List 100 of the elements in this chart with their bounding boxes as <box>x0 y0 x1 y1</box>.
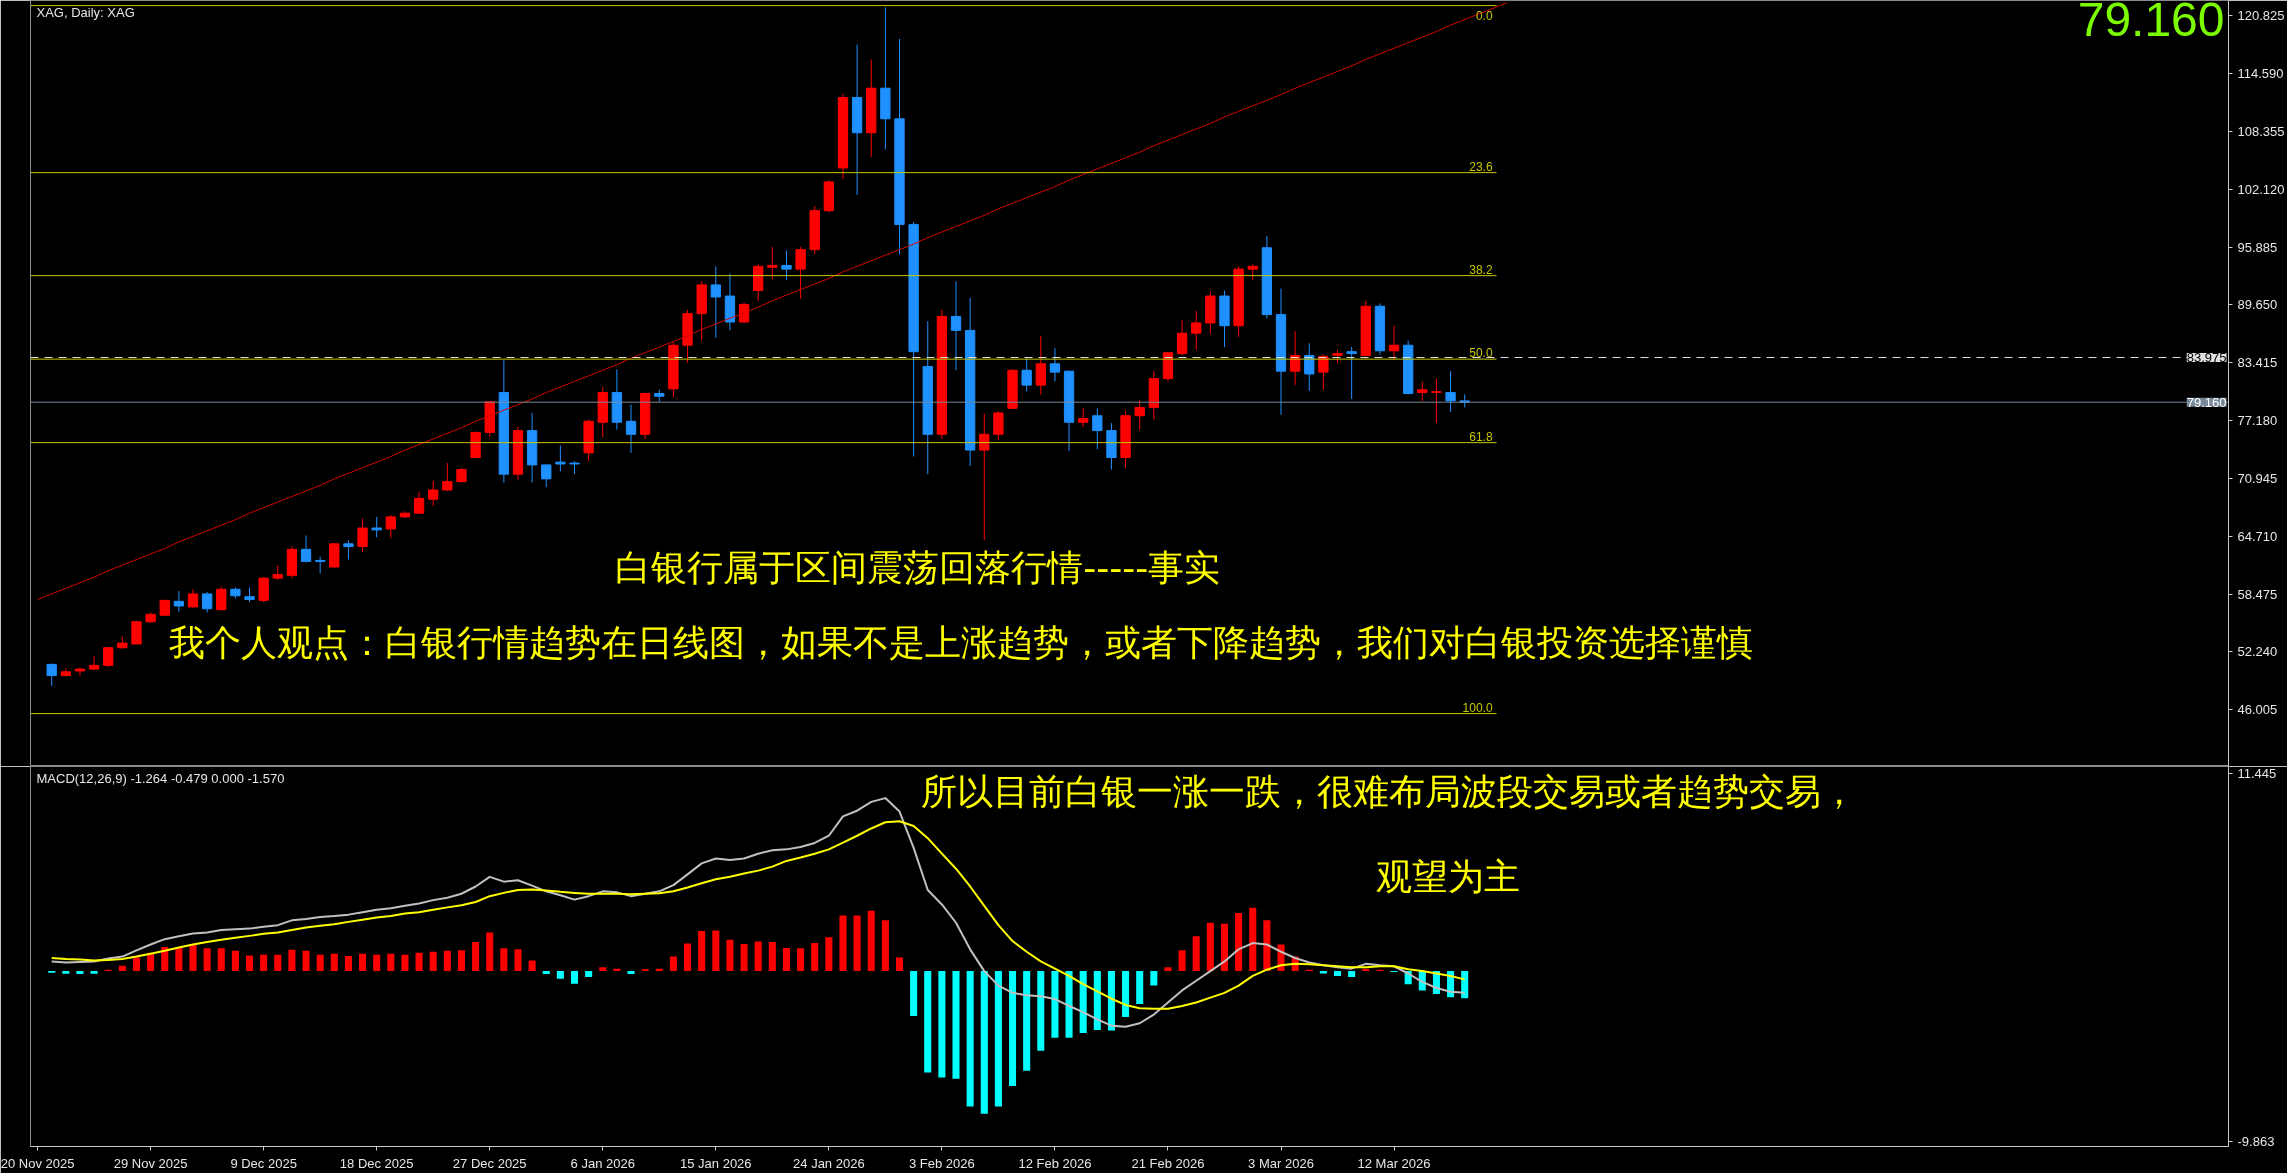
bar <box>1051 971 1059 1038</box>
bar <box>1319 971 1327 974</box>
bar <box>514 949 522 972</box>
bar <box>1122 971 1130 1018</box>
candlestick <box>767 246 778 280</box>
bar <box>175 946 183 972</box>
y-tick-label: 58.475 <box>2237 586 2278 602</box>
chart-title: XAG, Daily: XAG <box>36 4 135 20</box>
bar <box>245 955 254 972</box>
bar <box>457 950 465 972</box>
bar <box>330 953 338 972</box>
candlestick <box>258 576 269 603</box>
bar <box>1093 971 1101 1030</box>
bar <box>161 946 169 972</box>
candlestick <box>201 591 213 613</box>
candlestick <box>993 410 1004 441</box>
ref-line-label: 83.975 <box>2186 350 2227 366</box>
bar <box>1023 971 1031 1071</box>
annotation: 61.8 <box>1469 429 1493 444</box>
candlestick <box>216 585 227 612</box>
bar <box>754 941 762 972</box>
bar <box>1348 971 1356 977</box>
bar <box>797 948 805 972</box>
bar <box>500 948 508 972</box>
candlestick <box>1417 380 1428 402</box>
annotation: 23.6 <box>1469 159 1493 174</box>
bar <box>938 971 946 1078</box>
bar <box>980 971 988 1114</box>
bar <box>344 956 352 972</box>
annotation: 白银行属于区间震荡回落行情-----事实 <box>615 546 1221 588</box>
bar <box>570 971 579 984</box>
bar <box>825 937 833 972</box>
bar <box>1220 923 1229 972</box>
candlestick <box>710 265 721 339</box>
bar <box>316 954 324 972</box>
candlestick <box>371 516 382 538</box>
bar <box>867 910 875 972</box>
candlestick <box>343 539 354 561</box>
bar <box>373 954 381 972</box>
x-tick-label: 9 Dec 2025 <box>230 1155 297 1171</box>
y-tick-label: 108.355 <box>2237 123 2285 139</box>
bar <box>853 915 861 972</box>
candlestick <box>979 413 990 541</box>
bar <box>556 971 564 979</box>
bar <box>401 954 409 972</box>
bar <box>1206 922 1214 972</box>
y-tick-label: 102.120 <box>2237 181 2285 197</box>
bar <box>359 953 367 972</box>
candlestick <box>173 590 185 613</box>
line-series <box>37 2 1508 600</box>
candlestick <box>300 534 312 563</box>
annotation: 38.2 <box>1469 262 1493 277</box>
candlestick <box>781 250 792 281</box>
annotation: 观望为主 <box>1375 856 1520 898</box>
bar <box>895 957 904 972</box>
bar <box>1164 967 1172 972</box>
candlestick <box>1346 346 1357 400</box>
y-tick-label: 89.650 <box>2237 297 2278 313</box>
bar <box>684 943 692 972</box>
y-tick-label: 77.180 <box>2237 413 2278 429</box>
bar <box>1461 971 1469 999</box>
y-tick-label: 70.945 <box>2237 470 2278 486</box>
x-tick-label: 27 Dec 2025 <box>452 1155 527 1171</box>
bar <box>231 950 239 972</box>
candlestick <box>1092 407 1103 450</box>
bar <box>76 971 84 975</box>
bar <box>443 950 451 972</box>
bar <box>599 967 607 972</box>
x-tick-label: 3 Mar 2026 <box>1248 1155 1314 1171</box>
x-tick-label: 21 Feb 2026 <box>1131 1155 1205 1171</box>
x-tick-label: 20 Nov 2025 <box>0 1155 75 1171</box>
bar <box>1178 950 1186 972</box>
candlestick <box>1021 357 1032 393</box>
bar <box>118 965 126 972</box>
bar <box>1079 971 1087 1033</box>
candlestick <box>442 462 453 492</box>
annotation: 所以目前白银一涨一跌，很难布局波段交易或者趋势交易， <box>920 770 1857 812</box>
candlestick <box>555 444 566 472</box>
candlestick <box>1176 319 1188 356</box>
bar <box>90 971 98 974</box>
bar <box>881 920 889 972</box>
bar <box>782 947 790 972</box>
bar <box>712 930 720 972</box>
candlestick <box>385 514 396 539</box>
bar <box>1192 936 1200 972</box>
bar <box>1235 913 1243 972</box>
candlestick <box>738 302 750 324</box>
bar <box>1249 907 1257 972</box>
annotation: 50.0 <box>1469 346 1493 361</box>
candlestick <box>1035 335 1046 395</box>
bar <box>811 943 819 972</box>
bar <box>1009 971 1017 1087</box>
bar <box>415 952 423 972</box>
bar <box>910 971 918 1016</box>
bar <box>966 971 974 1107</box>
x-tick-label: 6 Jan 2026 <box>570 1155 635 1171</box>
x-tick-label: 15 Jan 2026 <box>680 1155 752 1171</box>
bar <box>203 948 211 972</box>
bar <box>217 948 225 972</box>
candlestick <box>795 246 806 300</box>
